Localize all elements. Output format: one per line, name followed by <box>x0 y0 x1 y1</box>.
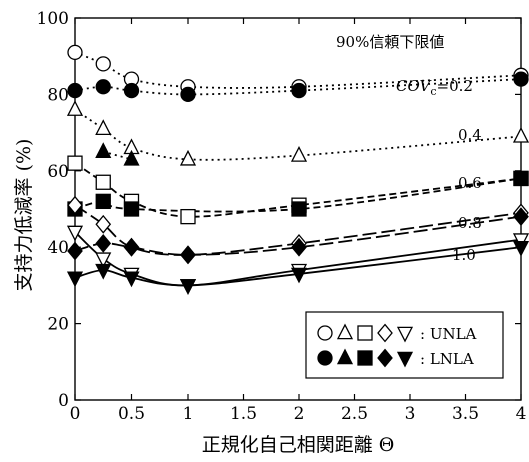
cov-label: 1.0 <box>452 246 476 264</box>
data-point-lnla <box>513 71 529 87</box>
data-point-unla <box>95 56 111 72</box>
x-tick-label: 3 <box>405 404 416 424</box>
legend-marker-square-filled <box>357 350 373 366</box>
legend-box <box>305 311 504 379</box>
chart-title: 90%信頼下限値 <box>336 33 444 51</box>
data-point-lnla <box>95 263 112 280</box>
data-point-unla <box>180 208 196 225</box>
data-point-unla <box>179 149 197 166</box>
legend-marker-circle-open <box>317 325 333 341</box>
data-point-lnla <box>67 82 83 99</box>
data-point-unla <box>95 252 112 269</box>
data-point-lnla <box>67 241 83 261</box>
legend-label: : UNLA <box>420 325 477 343</box>
data-point-unla <box>95 174 111 190</box>
data-point-lnla <box>123 149 140 166</box>
data-point-lnla <box>291 237 307 257</box>
y-tick-label: 80 <box>47 85 69 105</box>
data-point-lnla <box>291 201 307 217</box>
series-line-unla <box>74 204 522 256</box>
y-axis-label: 支持力低減率 (%) <box>13 139 35 292</box>
data-point-lnla <box>123 82 140 99</box>
data-point-lnla <box>95 142 112 158</box>
data-point-unla <box>66 225 84 242</box>
series-triangle-up: 0.4 <box>66 100 529 166</box>
legend-marker-diamond-open <box>377 323 393 343</box>
data-point-lnla <box>66 271 84 288</box>
data-point-lnla <box>123 201 140 217</box>
y-tick-label: 0 <box>58 391 69 411</box>
data-point-lnla <box>95 79 111 95</box>
legend-marker-triangle-up-open <box>336 323 354 340</box>
data-point-lnla <box>179 279 197 295</box>
data-point-lnla <box>290 267 308 284</box>
data-point-lnla <box>512 240 529 257</box>
data-point-unla <box>95 214 112 234</box>
series-triangle-down: 1.0 <box>66 225 529 295</box>
y-tick-label: 20 <box>47 315 69 335</box>
legend: : UNLA : LNLA <box>305 311 504 379</box>
x-tick-label: 2.5 <box>341 404 368 424</box>
series-square: 0.6 <box>67 155 529 225</box>
data-point-lnla <box>513 207 529 227</box>
x-tick-label: 1 <box>183 404 194 424</box>
legend-marker-triangle-up-filled <box>336 348 354 365</box>
x-tick-label: 0.5 <box>118 404 145 424</box>
x-tick-label: 4 <box>516 404 527 424</box>
data-point-unla <box>66 100 84 116</box>
y-tick-label: 60 <box>47 162 69 182</box>
cov-label: 0.8 <box>458 214 482 232</box>
data-point-lnla <box>123 271 140 288</box>
data-point-lnla <box>180 86 196 103</box>
y-tick-label: 100 <box>37 9 69 29</box>
x-tick-label: 1.5 <box>230 404 257 424</box>
data-point-lnla <box>291 82 307 99</box>
series-group: COVc=0.2 0.4 0.6 0.8 1.0 <box>66 44 529 295</box>
data-point-lnla <box>180 245 196 265</box>
legend-marker-diamond-filled <box>377 348 393 368</box>
legend-marker-triangle-down-filled <box>396 351 414 368</box>
y-tick-label: 40 <box>47 238 69 258</box>
data-point-unla <box>512 126 529 143</box>
data-point-lnla <box>95 233 112 253</box>
x-tick-label: 2 <box>294 404 305 424</box>
data-point-lnla <box>123 237 140 257</box>
x-axis-label: 正規化自己相関距離 Θ <box>202 434 395 456</box>
data-point-unla <box>290 146 308 162</box>
cov-label: 0.6 <box>458 174 482 192</box>
data-point-unla <box>67 195 83 215</box>
data-point-unla <box>512 233 529 250</box>
data-point-lnla <box>95 193 111 210</box>
x-tick-label: 0 <box>70 404 81 424</box>
series-diamond: 0.8 <box>67 195 529 265</box>
cov-label: COVc=0.2 <box>396 77 473 98</box>
legend-marker-square-open <box>357 325 373 341</box>
legend-marker-triangle-down-open <box>396 326 414 343</box>
data-point-lnla <box>513 170 529 187</box>
x-tick-label: 3.5 <box>452 404 479 424</box>
data-point-unla <box>67 155 83 171</box>
legend-label: : LNLA <box>420 350 474 368</box>
cov-label: 0.4 <box>458 126 482 144</box>
series-circle: COVc=0.2 <box>67 44 529 103</box>
data-point-unla <box>95 119 112 136</box>
data-point-unla <box>67 44 83 61</box>
legend-marker-circle-filled <box>317 350 333 366</box>
